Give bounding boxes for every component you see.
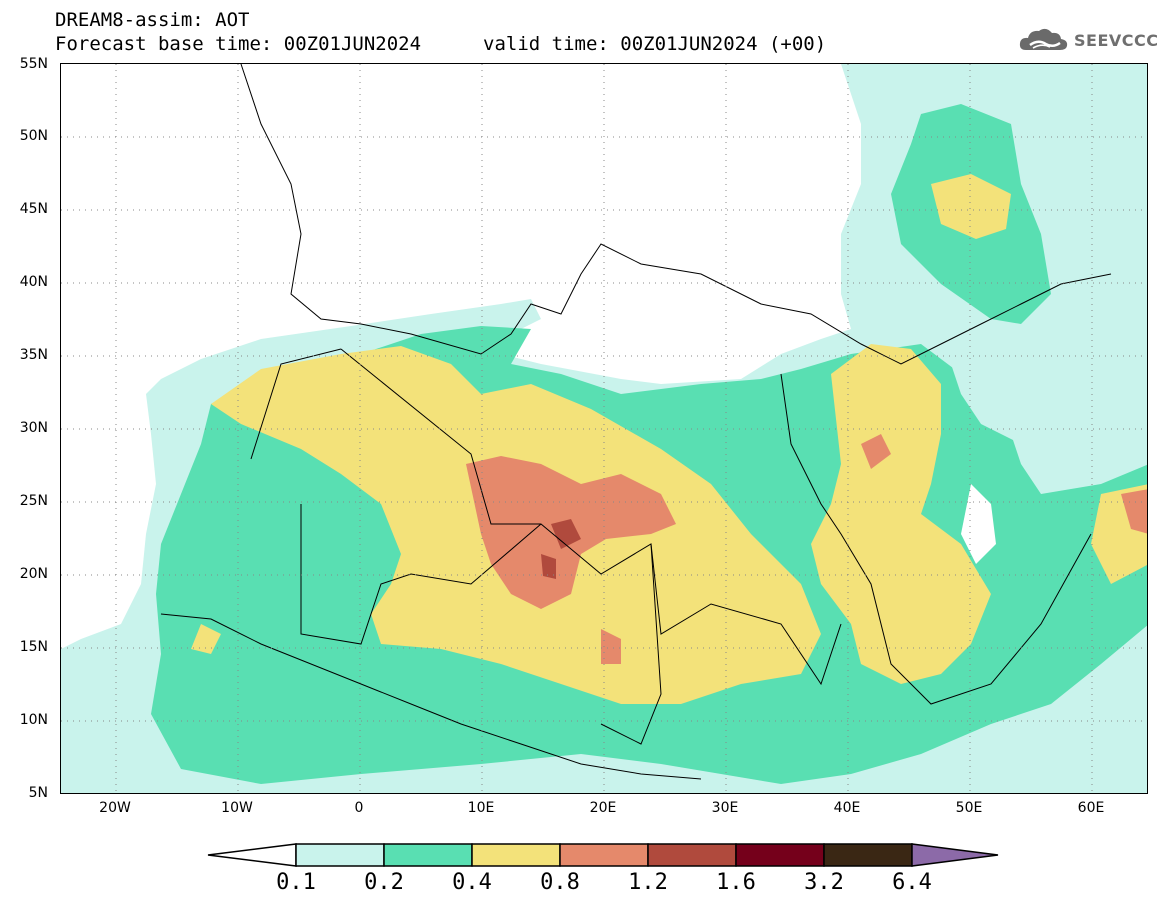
aot-contour-0.4-sahel [191, 624, 221, 654]
colorbar-segment-6 [823, 843, 913, 867]
aot-contour-0.4-arabia [811, 344, 991, 684]
aot-contour-0.8-b [601, 629, 621, 664]
lon-label-20w: 20W [99, 800, 131, 816]
seevccc-logo: SEEVCCC [1018, 26, 1159, 54]
lat-label-5n: 5N [28, 785, 48, 801]
lat-label-20n: 20N [19, 566, 48, 582]
colorbar-segment-4 [647, 843, 737, 867]
colorbar-segment-3 [559, 843, 649, 867]
colorbar-segment-2 [471, 843, 561, 867]
logo-text: SEEVCCC [1074, 30, 1159, 50]
colorbar-over-arrow [911, 843, 999, 867]
aot-contour-0.8-d [1121, 489, 1147, 534]
aot-contour-0.4-caspian [931, 174, 1011, 239]
lon-label-20e: 20E [589, 800, 617, 816]
lon-label-40e: 40E [833, 800, 861, 816]
lat-label-35n: 35N [19, 347, 48, 363]
aot-contour-1.2-b [541, 554, 556, 579]
valid-time: valid time: 00Z01JUN2024 (+00) [483, 33, 827, 55]
lat-label-25n: 25N [19, 493, 48, 509]
colorbar-segment-0 [295, 843, 385, 867]
colorbar-label-0.2: 0.2 [364, 870, 404, 895]
aot-contour-1.2 [551, 519, 581, 549]
time-info: Forecast base time: 00Z01JUN2024 valid ti… [55, 33, 826, 55]
lat-label-55n: 55N [19, 56, 48, 72]
aot-contour-0.8-c [861, 434, 891, 469]
lon-label-50e: 50E [955, 800, 983, 816]
colorbar-label-3.2: 3.2 [804, 870, 844, 895]
colorbar-label-1.2: 1.2 [628, 870, 668, 895]
lat-label-30n: 30N [19, 420, 48, 436]
lon-label-0: 0 [354, 800, 364, 816]
lon-label-10e: 10E [467, 800, 495, 816]
country-borders [160, 64, 1112, 780]
lon-label-60e: 60E [1077, 800, 1105, 816]
lat-label-40n: 40N [19, 274, 48, 290]
lon-label-10w: 10W [221, 800, 253, 816]
colorbar-label-6.4: 6.4 [892, 870, 932, 895]
colorbar-label-0.1: 0.1 [276, 870, 316, 895]
colorbar-label-0.8: 0.8 [540, 870, 580, 895]
aot-map [60, 63, 1148, 794]
colorbar-segment-5 [735, 843, 825, 867]
colorbar-label-1.6: 1.6 [716, 870, 756, 895]
colorbar-segment-1 [383, 843, 473, 867]
lon-label-30e: 30E [711, 800, 739, 816]
map-title: DREAM8-assim: AOT [55, 9, 250, 31]
base-time: Forecast base time: 00Z01JUN2024 [55, 33, 422, 55]
colorbar-label-0.4: 0.4 [452, 870, 492, 895]
aot-clean-region [951, 354, 1051, 444]
cloud-logo-icon [1019, 28, 1068, 50]
lat-label-45n: 45N [19, 201, 48, 217]
colorbar [207, 843, 999, 867]
lat-label-15n: 15N [19, 639, 48, 655]
lat-label-10n: 10N [19, 712, 48, 728]
graticule [61, 64, 1147, 793]
colorbar-under-arrow [207, 843, 297, 867]
lat-label-50n: 50N [19, 128, 48, 144]
